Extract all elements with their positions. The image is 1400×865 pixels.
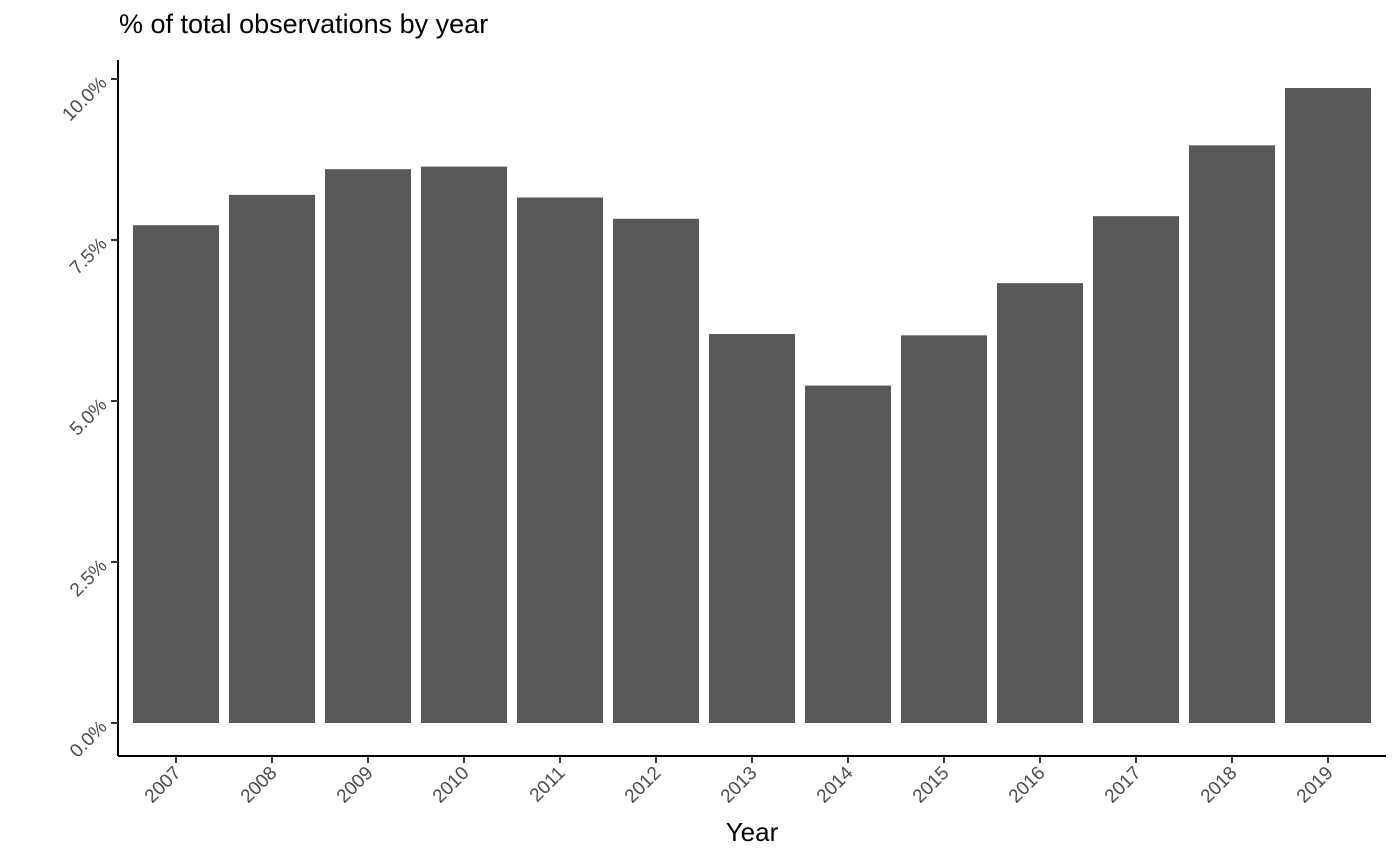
bar-2012 <box>613 218 699 724</box>
x-ticks-layer: 2007 2008 2009 2010 2011 2012 2013 2014 2015 2016… <box>141 756 1338 807</box>
x-tick-label-2010: 2010 <box>429 763 474 808</box>
bar-2009 <box>325 169 411 723</box>
x-tick-label-2014: 2014 <box>813 762 858 807</box>
bars-layer <box>133 88 1371 724</box>
y-tick-label-2: 5.0% <box>66 395 112 441</box>
x-tick-label-2013: 2013 <box>717 763 762 808</box>
y-tick-label-1: 2.5% <box>66 556 112 602</box>
x-tick-label-2007: 2007 <box>141 763 186 808</box>
y-tick-label-0: 0.0% <box>66 717 112 763</box>
bar-2015 <box>901 335 987 723</box>
x-tick-label-2016: 2016 <box>1005 763 1050 808</box>
x-tick-label-2008: 2008 <box>237 763 282 808</box>
bar-2016 <box>997 283 1083 723</box>
x-tick-label-2012: 2012 <box>621 763 666 808</box>
bar-2010 <box>421 166 507 724</box>
x-tick-label-2017: 2017 <box>1101 763 1146 808</box>
chart-title: % of total observations by year <box>119 9 489 39</box>
x-axis-title: Year <box>725 817 779 847</box>
bar-2013 <box>709 334 795 723</box>
x-tick-label-2018: 2018 <box>1197 763 1242 808</box>
bar-2008 <box>229 194 315 724</box>
bar-2007 <box>133 225 219 724</box>
y-tick-label-4: 10.0% <box>59 73 112 126</box>
x-tick-label-2009: 2009 <box>333 763 378 808</box>
y-tick-label-3: 7.5% <box>66 234 112 280</box>
bar-2019 <box>1285 88 1371 724</box>
x-tick-label-2019: 2019 <box>1293 763 1338 808</box>
y-ticks-layer: 0.0% 2.5% 5.0% 7.5% 10.0% <box>59 73 118 763</box>
bar-2017 <box>1093 216 1179 723</box>
bar-2011 <box>517 197 603 724</box>
bar-2014 <box>805 385 891 723</box>
bar-2018 <box>1189 145 1275 723</box>
x-tick-label-2011: 2011 <box>526 763 570 807</box>
x-tick-label-2015: 2015 <box>909 763 954 808</box>
